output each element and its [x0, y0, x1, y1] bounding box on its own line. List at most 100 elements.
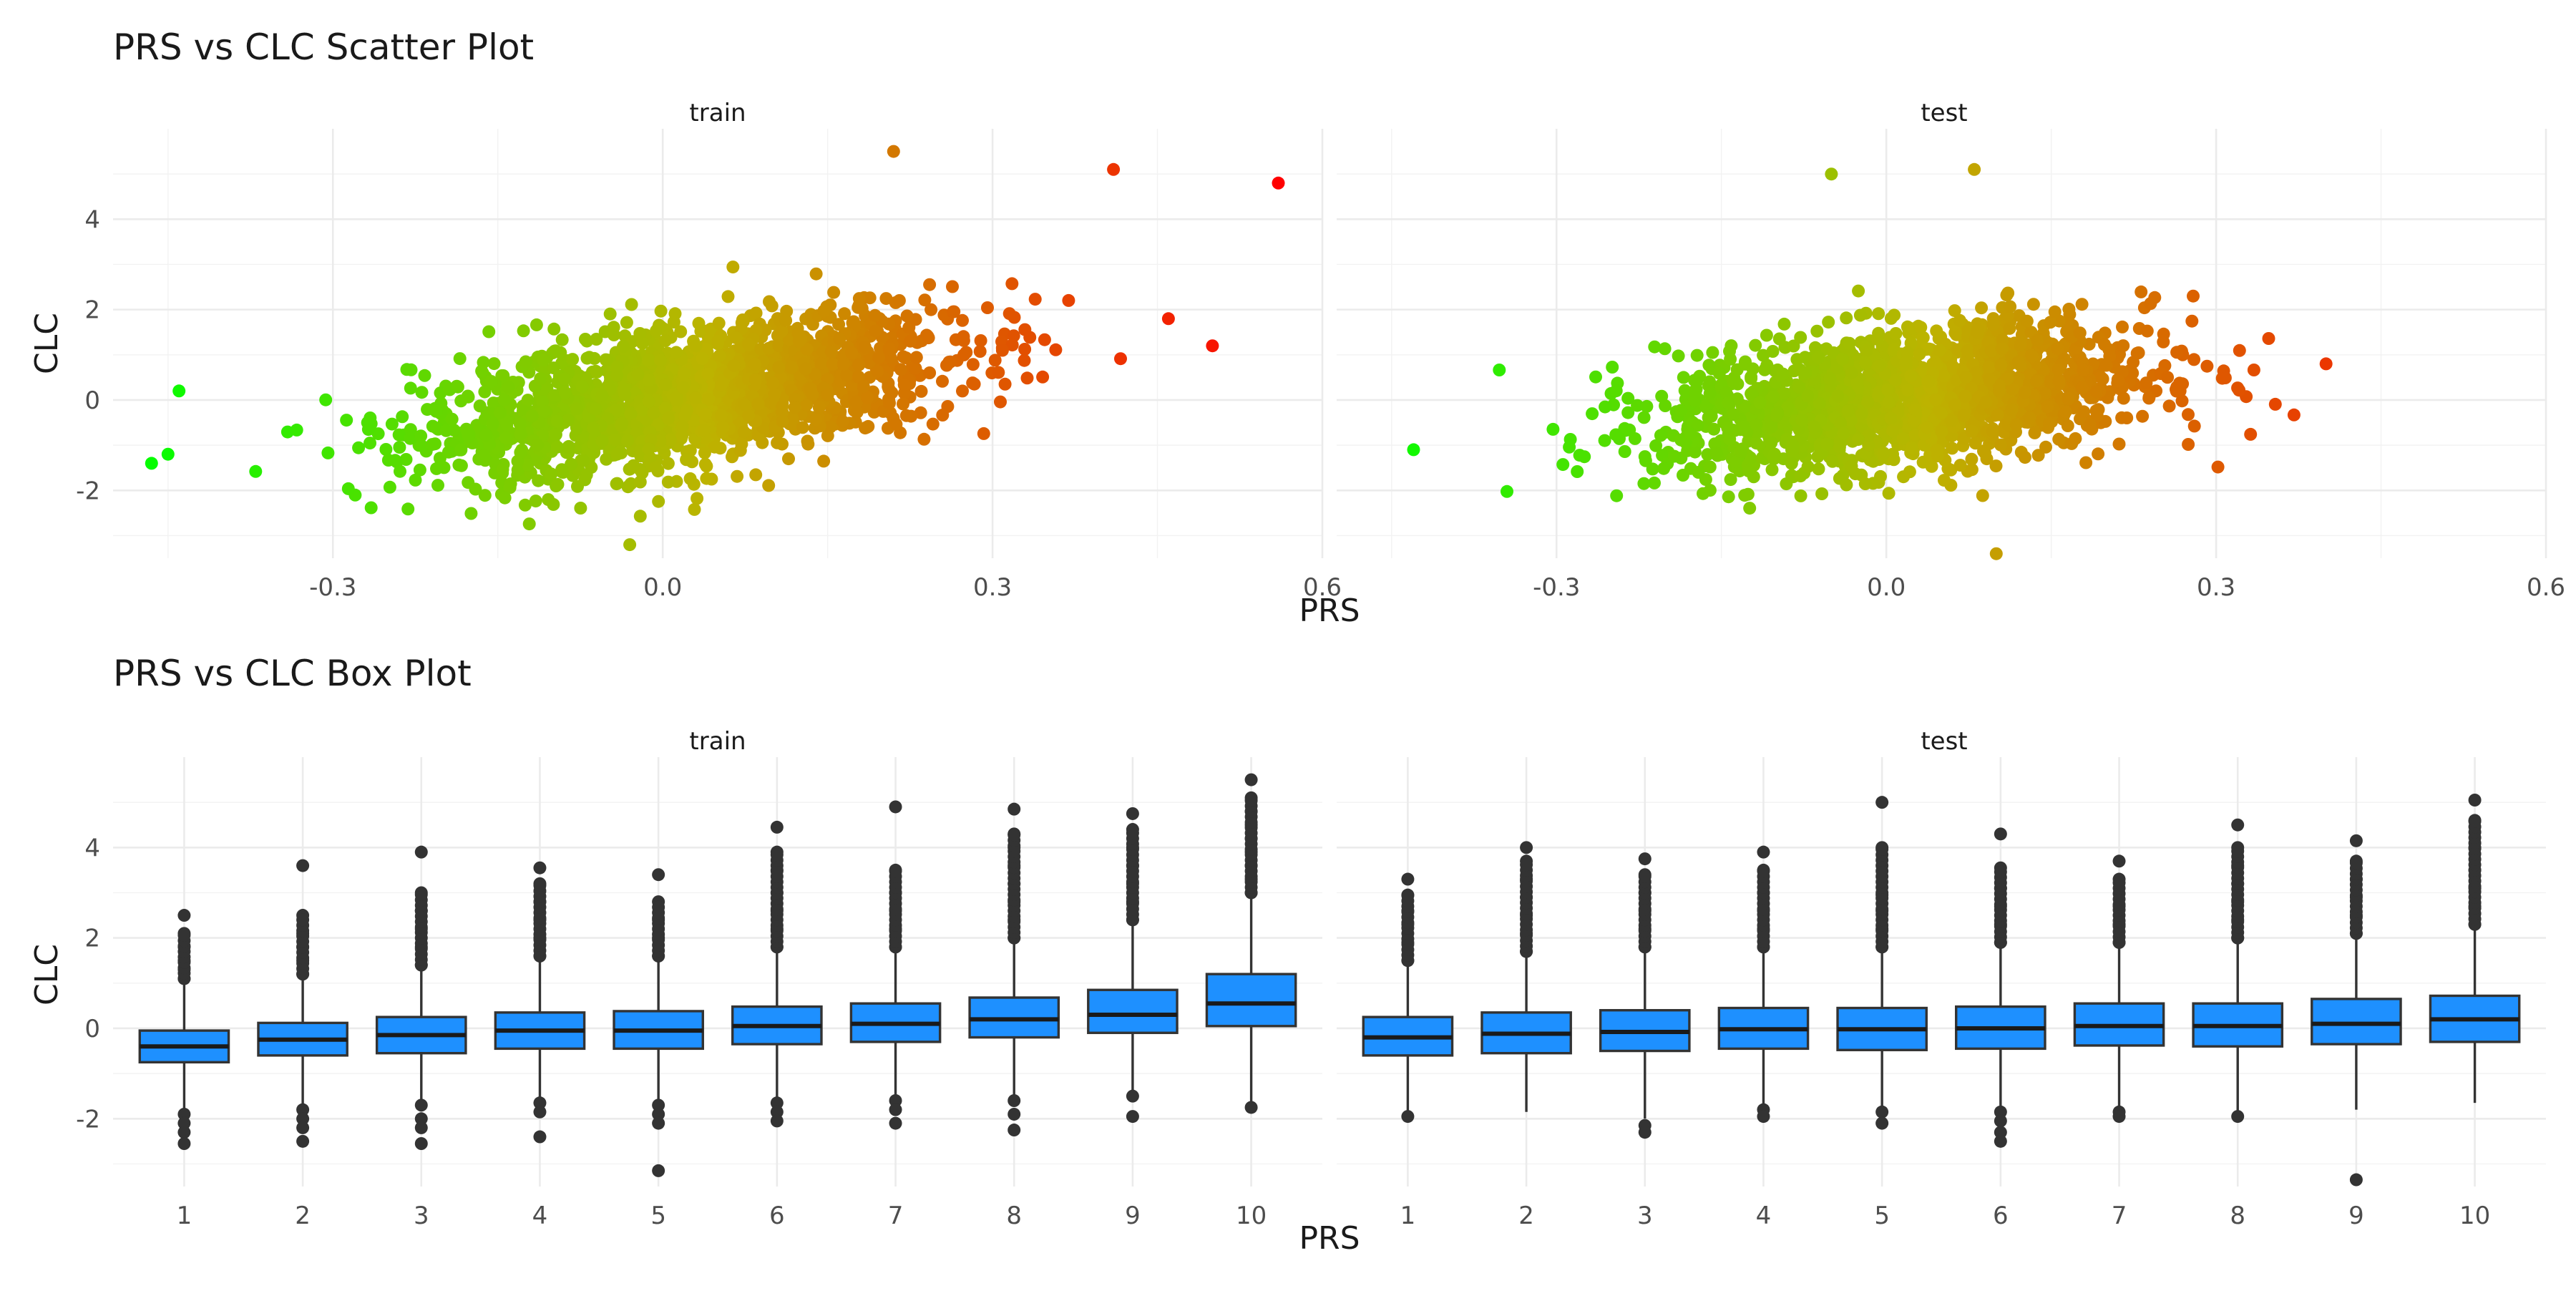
scatter-point-test [1815, 487, 1829, 500]
scatter-point-train [519, 355, 532, 369]
scatter-point-test [1881, 383, 1894, 396]
scatter-point-test [1961, 344, 1974, 357]
scatter-point-train [404, 363, 418, 376]
scatter-y-tick-label: 2 [84, 296, 100, 325]
scatter-point-train [804, 382, 817, 396]
box-facet-label-train: train [689, 727, 746, 756]
scatter-point-train [850, 406, 864, 419]
scatter-point-test [1888, 374, 1902, 387]
scatter-point-train [871, 364, 884, 378]
box-outlier [533, 1105, 547, 1119]
scatter-point-train [550, 440, 564, 454]
scatter-point-train [643, 374, 655, 387]
scatter-point-train [550, 414, 564, 428]
scatter-point-train [631, 368, 645, 381]
scatter-point-train [758, 323, 772, 337]
box-outlier [1994, 1105, 2007, 1119]
scatter-point-train [575, 380, 589, 394]
scatter-point-test [2262, 332, 2275, 345]
scatter-point-train [742, 409, 756, 422]
scatter-point-test [1667, 449, 1681, 463]
box-outlier [770, 848, 784, 862]
scatter-point-train [623, 538, 637, 552]
scatter-point-train [899, 409, 913, 422]
scatter-point-train [852, 298, 866, 312]
scatter-point-test [1953, 313, 1966, 327]
scatter-point-test [1953, 459, 1967, 472]
box-outlier [1008, 828, 1021, 842]
scatter-point-test [1750, 418, 1763, 432]
scatter-point-test [2005, 403, 2019, 416]
scatter-point-train [897, 378, 911, 391]
scatter-point-test [1820, 437, 1833, 451]
scatter-point-train [290, 423, 303, 437]
scatter-x-tick-label: 0.0 [1867, 573, 1906, 602]
scatter-point-train [414, 429, 428, 443]
scatter-point-train [957, 330, 970, 344]
scatter-point-train [675, 429, 688, 443]
scatter-point-train [675, 419, 689, 433]
scatter-point-test [1654, 429, 1667, 442]
scatter-point-train [496, 463, 509, 476]
scatter-point-test [1727, 408, 1740, 422]
box-title: PRS vs CLC Box Plot [113, 653, 472, 694]
scatter-point-train [635, 336, 649, 350]
scatter-point-test [1825, 167, 1838, 181]
scatter-point-test [2003, 321, 2016, 335]
scatter-point-train [642, 442, 655, 456]
scatter-point-train [522, 517, 536, 531]
scatter-point-test [1692, 466, 1705, 479]
scatter-point-test [1589, 370, 1602, 384]
scatter-x-tick-label: 0.6 [1303, 573, 1342, 602]
box-outlier [652, 1164, 665, 1177]
scatter-point-test [1637, 477, 1651, 490]
scatter-point-train [497, 393, 511, 406]
scatter-point-train [782, 333, 796, 346]
scatter-point-train [652, 495, 665, 508]
box-train-5 [613, 868, 704, 1177]
scatter-point-train [800, 398, 814, 411]
scatter-point-test [1684, 427, 1697, 441]
scatter-point-test [2247, 364, 2260, 376]
scatter-point-test [2140, 324, 2154, 338]
scatter-point-train [712, 316, 726, 330]
scatter-point-train [441, 445, 455, 459]
scatter-point-train [894, 363, 907, 376]
scatter-point-train [658, 401, 672, 415]
scatter-point-train [792, 334, 806, 348]
box-test-2 [1480, 841, 1572, 1112]
scatter-point-test [2187, 353, 2201, 366]
scatter-point-train [145, 457, 158, 470]
scatter-point-train [809, 267, 823, 281]
scatter-point-test [2001, 286, 2015, 300]
scatter-point-train [892, 294, 906, 307]
scatter-point-train [668, 307, 682, 321]
scatter-point-train [737, 425, 751, 439]
scatter-point-train [401, 502, 415, 516]
scatter-point-train [817, 304, 831, 318]
scatter-point-test [2092, 447, 2105, 461]
box-outlier [177, 1116, 191, 1130]
scatter-point-test [1794, 331, 1807, 344]
scatter-point-test [1887, 453, 1901, 467]
scatter-point-train [658, 334, 672, 348]
scatter-point-train [692, 316, 706, 330]
box-body [1087, 988, 1179, 1034]
box-outlier [1126, 1089, 1139, 1103]
scatter-point-test [2244, 427, 2258, 441]
scatter-point-train [994, 395, 1007, 409]
scatter-point-train [676, 381, 690, 394]
scatter-point-train [748, 373, 762, 386]
box-train-1 [138, 909, 230, 1150]
scatter-point-train [589, 402, 602, 416]
scatter-point-train [513, 417, 527, 431]
scatter-point-test [1979, 395, 1993, 409]
scatter-point-test [1871, 389, 1885, 403]
scatter-point-train [498, 491, 512, 505]
scatter-point-test [1930, 324, 1943, 338]
scatter-point-train [859, 422, 872, 435]
scatter-point-train [393, 441, 406, 454]
scatter-point-train [748, 357, 761, 371]
scatter-point-train [700, 459, 713, 473]
